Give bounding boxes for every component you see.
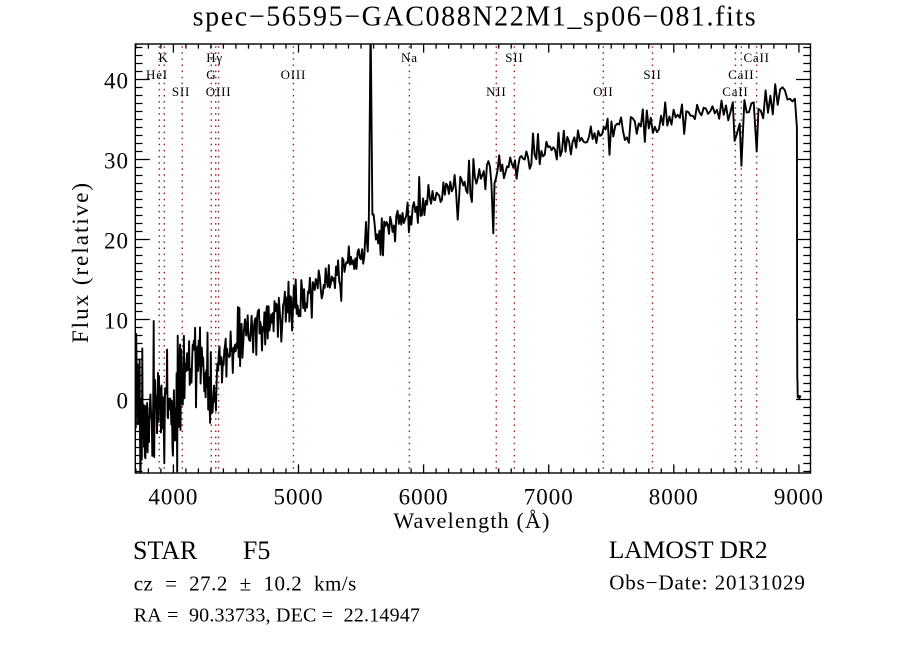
svg-text:LAMOST DR2: LAMOST DR2 [609, 535, 768, 564]
svg-text:CaII: CaII [728, 67, 754, 82]
svg-text:Na: Na [401, 50, 418, 65]
svg-text:OIII: OIII [281, 67, 307, 82]
svg-text:30: 30 [104, 149, 129, 174]
svg-text:4000: 4000 [148, 484, 198, 509]
svg-text:0: 0 [117, 389, 130, 414]
svg-text:Flux (relative): Flux (relative) [68, 181, 93, 343]
svg-text:10: 10 [104, 309, 129, 334]
svg-text:SII: SII [505, 50, 523, 65]
svg-text:Obs−Date: 20131029: Obs−Date: 20131029 [609, 571, 806, 595]
svg-text:spec−56595−GAC088N22M1_sp06−08: spec−56595−GAC088N22M1_sp06−081.fits [193, 2, 758, 33]
svg-text:STAR F5: STAR F5 [133, 536, 270, 565]
svg-text:cz = 27.2 ± 10.2 km/s: cz = 27.2 ± 10.2 km/s [134, 572, 357, 596]
svg-text:8000: 8000 [649, 484, 699, 509]
svg-text:7000: 7000 [524, 484, 574, 509]
svg-text:20: 20 [104, 229, 129, 254]
svg-text:CaII: CaII [722, 84, 748, 99]
svg-text:5000: 5000 [274, 484, 324, 509]
svg-text:RA = 90.33733, DEC = 22.1494: RA = 90.33733, DEC = 22.14947 [134, 605, 421, 627]
svg-text:CaII: CaII [743, 50, 769, 65]
svg-text:6000: 6000 [399, 484, 449, 509]
svg-text:OIII: OIII [206, 84, 232, 99]
svg-text:40: 40 [104, 69, 129, 94]
svg-text:Wavelength (Å): Wavelength (Å) [393, 508, 550, 533]
svg-text:SII: SII [172, 84, 190, 99]
svg-text:HeI: HeI [146, 67, 168, 82]
svg-text:Hγ: Hγ [206, 50, 223, 65]
svg-text:SII: SII [643, 67, 661, 82]
svg-text:OII: OII [593, 84, 613, 99]
svg-text:NII: NII [486, 84, 506, 99]
svg-text:G: G [206, 67, 216, 82]
svg-text:9000: 9000 [774, 484, 824, 509]
svg-text:K: K [158, 50, 168, 65]
